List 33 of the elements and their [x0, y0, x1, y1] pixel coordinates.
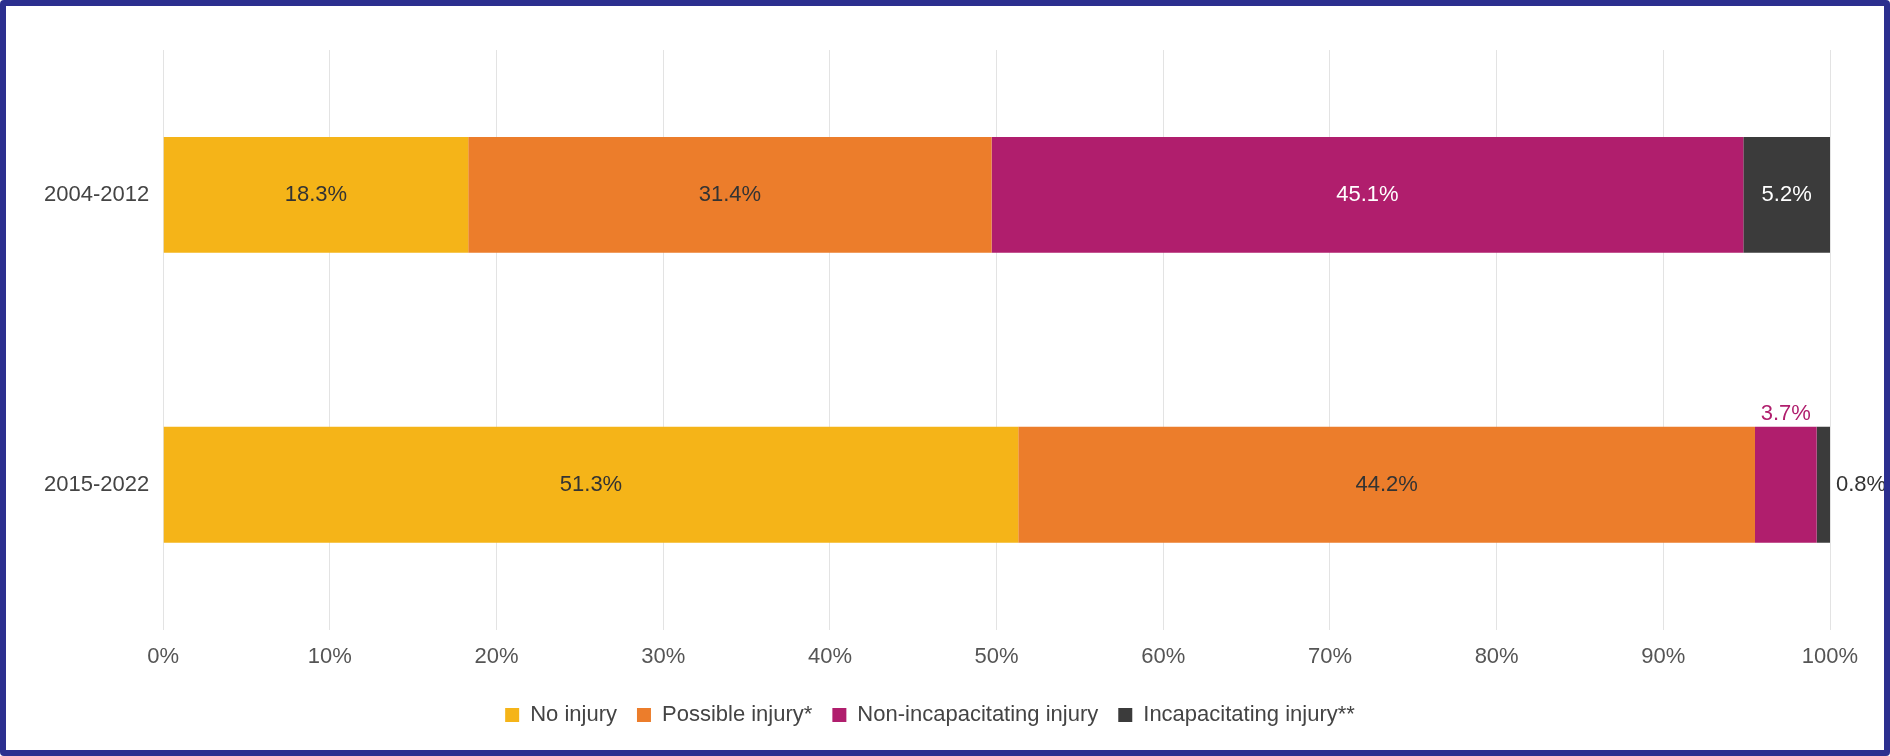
- y-tick-label: 2004-2012: [43, 180, 150, 206]
- x-tick-label: 60%: [1141, 642, 1186, 668]
- legend-label: Incapacitating injury**: [1143, 701, 1356, 727]
- bar: [163, 426, 1019, 543]
- x-tick-label: 0%: [147, 642, 180, 668]
- legend-label: Possible injury*: [661, 701, 813, 727]
- bar: [991, 136, 1744, 253]
- legend-label: No injury: [530, 701, 617, 727]
- x-tick-label: 40%: [807, 642, 852, 668]
- x-tick-label: 90%: [1641, 642, 1686, 668]
- data-label: 18.3%: [284, 180, 348, 206]
- x-tick-label: 50%: [974, 642, 1019, 668]
- data-label: 51.3%: [559, 470, 623, 496]
- legend-label: Non-incapacitating injury: [857, 701, 1099, 727]
- data-label: 31.4%: [698, 180, 762, 206]
- data-label: 5.2%: [1761, 180, 1812, 206]
- bar: [1743, 136, 1830, 253]
- data-label: 44.2%: [1355, 470, 1418, 496]
- bar: [1018, 426, 1755, 543]
- data-label: 3.7%: [1760, 399, 1811, 425]
- data-label: 0.8%: [1836, 470, 1887, 496]
- x-tick-label: 100%: [1801, 642, 1859, 668]
- bar: [468, 136, 992, 253]
- x-tick-label: 70%: [1307, 642, 1352, 668]
- bar: [1816, 426, 1830, 543]
- x-tick-label: 20%: [474, 642, 519, 668]
- y-tick-label: 2015-2022: [43, 470, 150, 496]
- bar: [1754, 426, 1817, 543]
- x-tick-label: 80%: [1474, 642, 1519, 668]
- x-tick-label: 10%: [307, 642, 352, 668]
- bar: [163, 136, 469, 253]
- x-tick-label: 30%: [641, 642, 686, 668]
- data-label: 45.1%: [1336, 180, 1399, 206]
